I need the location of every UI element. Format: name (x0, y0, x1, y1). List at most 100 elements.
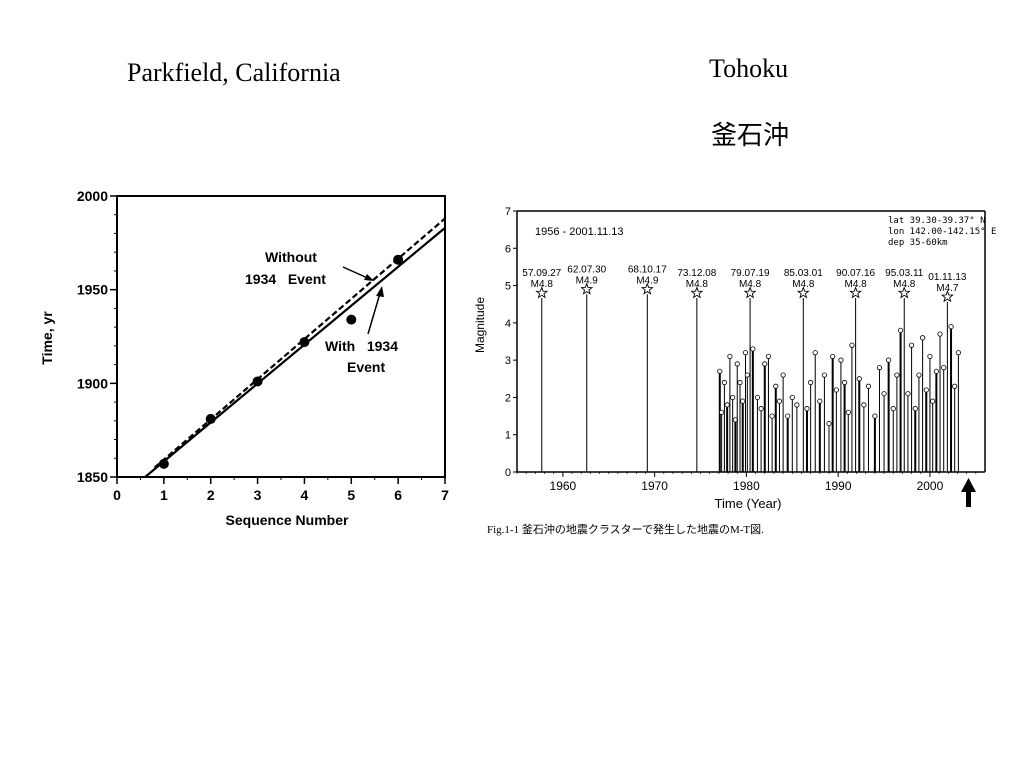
mt-event-marker (804, 406, 810, 412)
mt-event-marker (737, 379, 743, 386)
mt-event-marker (794, 402, 800, 408)
mt-major-mag: M4.8 (739, 279, 762, 290)
mt-period-title: 1956 - 2001.11.13 (535, 226, 623, 238)
mt-event-marker (849, 342, 855, 348)
mt-ytick-label: 4 (505, 318, 511, 330)
parkfield-title: Parkfield, California (127, 58, 341, 87)
mt-ytick-label: 6 (505, 243, 511, 255)
mt-major-mag: M4.8 (531, 279, 554, 290)
mt-event-marker (744, 372, 750, 378)
parkfield-xtick-label: 0 (113, 487, 121, 503)
mt-xtick-label: 2000 (917, 479, 944, 493)
mt-major-mag: M4.8 (792, 279, 815, 290)
annotation-with-arrow (367, 289, 382, 335)
mt-event-marker (734, 361, 740, 367)
fit-line-with-1934 (144, 227, 446, 478)
mt-event-marker (894, 372, 900, 378)
mt-event-marker (817, 398, 823, 404)
mt-event-marker (941, 364, 947, 371)
mt-major-star-icon (940, 290, 954, 303)
mt-major-mag: M4.9 (576, 275, 599, 286)
parkfield-xtick-label: 2 (207, 487, 215, 503)
mt-ytick-label: 3 (505, 355, 511, 367)
mt-event-marker (769, 413, 775, 419)
mt-info-depth: dep 35-60km (888, 238, 948, 248)
annotation-with-line1: With 1934 (325, 338, 398, 354)
mt-major-date: 79.07.19 (731, 268, 770, 279)
mt-event-marker (948, 323, 954, 330)
mt-major-date: 01.11.13 (928, 272, 967, 283)
mt-event-marker (861, 402, 867, 408)
mt-major-mag: M4.8 (686, 279, 709, 290)
mt-event-marker (916, 372, 922, 378)
mt-event-marker (821, 372, 828, 378)
parkfield-data-point (158, 458, 169, 469)
mt-major-date: 62.07.30 (567, 264, 606, 275)
mt-ylabel: Magnitude (473, 297, 487, 353)
mt-event-marker (750, 346, 756, 352)
mt-major-star-icon (849, 286, 863, 299)
mt-major-date: 95.03.11 (885, 268, 924, 279)
parkfield-xtick-label: 6 (394, 487, 402, 503)
kamaishi-title: 釜石沖 (711, 121, 790, 151)
mt-event-marker (808, 379, 814, 386)
mt-major-date: 68.10.17 (628, 264, 667, 275)
mt-event-marker (830, 353, 836, 360)
parkfield-xtick-label: 1 (160, 487, 168, 503)
mt-event-marker (785, 413, 791, 419)
mt-event-marker (912, 406, 918, 412)
parkfield-xtick-label: 4 (301, 487, 309, 503)
mt-event-marker (776, 398, 783, 404)
parkfield-xtick-label: 7 (441, 487, 449, 503)
mt-major-star-icon (743, 286, 757, 299)
mt-event-marker (762, 361, 768, 367)
parkfield-ytick-label: 2000 (77, 188, 108, 204)
mt-event-marker (923, 387, 929, 393)
annotation-without-line1: Without (265, 249, 317, 265)
mt-major-star-icon (640, 282, 654, 295)
parkfield-data-point (205, 413, 216, 424)
mt-event-marker (721, 379, 727, 386)
parkfield-data-point (299, 337, 310, 348)
mt-event-marker (881, 391, 887, 397)
mt-xtick-label: 1990 (825, 479, 852, 493)
mt-event-marker (872, 413, 878, 419)
mt-event-marker (727, 353, 733, 360)
parkfield-ytick-label: 1900 (77, 375, 108, 391)
mt-event-marker (933, 368, 939, 374)
parkfield-ytick-label: 1850 (77, 469, 108, 485)
mt-ytick-label: 2 (505, 392, 511, 404)
figure-caption: Fig.1-1 釜石沖の地震クラスターで発生した地震のM-T図. (487, 524, 764, 536)
parkfield-xtick-label: 3 (254, 487, 262, 503)
mt-event-marker (905, 391, 911, 397)
mt-event-marker (908, 342, 915, 348)
mt-info-lon: lon 142.00-142.15° E (888, 227, 996, 237)
mt-event-marker (812, 350, 818, 356)
mt-event-marker (937, 331, 943, 337)
mt-event-marker (789, 394, 795, 401)
mt-event-marker (897, 327, 904, 333)
mt-major-mag: M4.8 (844, 279, 867, 290)
parkfield-xtick-label: 5 (347, 487, 355, 503)
mt-event-marker (724, 402, 730, 408)
mt-event-marker (856, 376, 862, 382)
mt-xtick-label: 1960 (550, 479, 577, 493)
parkfield-data-point (346, 314, 357, 325)
annotation-with-arrowhead (376, 286, 384, 297)
mt-event-marker (730, 394, 736, 401)
mt-major-date: 57.09.27 (522, 268, 561, 279)
mt-major-star-icon (897, 286, 911, 299)
mt-event-marker (754, 394, 761, 401)
parkfield-plot-frame (116, 195, 446, 478)
mt-major-star-icon (535, 286, 549, 299)
mt-event-marker (833, 387, 839, 393)
mt-ytick-label: 5 (505, 281, 511, 293)
mt-major-star-icon (796, 286, 810, 299)
parkfield-data-point (393, 254, 404, 265)
mt-event-marker (890, 406, 896, 412)
mt-event-marker (826, 420, 832, 427)
mt-event-marker (955, 350, 961, 356)
mt-major-date: 73.12.08 (677, 268, 716, 279)
mt-ytick-label: 0 (505, 467, 511, 479)
